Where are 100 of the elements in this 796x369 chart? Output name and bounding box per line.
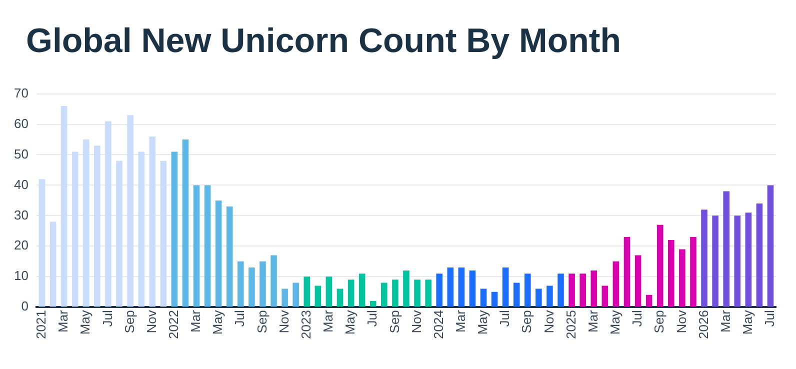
- bar: [94, 146, 100, 307]
- bar: [469, 270, 476, 307]
- x-tick-label: 2021: [34, 310, 49, 339]
- bar: [238, 261, 244, 307]
- bar: [425, 280, 432, 307]
- x-tick-label: May: [78, 310, 93, 335]
- bar: [392, 280, 398, 307]
- bar: [160, 160, 167, 307]
- x-tick-label: 2023: [298, 310, 314, 339]
- x-tick-label: Mar: [188, 309, 204, 332]
- x-tick-label: Sep: [122, 310, 137, 334]
- bar: [414, 280, 420, 307]
- bar: [348, 280, 354, 307]
- bar: [458, 267, 465, 307]
- bar: [260, 261, 266, 307]
- bar: [513, 282, 520, 307]
- bar: [116, 160, 122, 307]
- bar: [712, 216, 718, 307]
- bar: [767, 185, 774, 307]
- bar: [171, 152, 178, 307]
- x-tick-label: Nov: [674, 310, 689, 334]
- bar: [690, 237, 696, 307]
- bar: [292, 282, 299, 307]
- x-tick-label: Mar: [56, 309, 71, 332]
- x-tick-label: 2026: [696, 310, 711, 339]
- bar: [679, 249, 686, 307]
- y-tick-label: 10: [14, 268, 28, 284]
- bar: [624, 237, 630, 307]
- bar: [215, 200, 222, 307]
- x-tick-label: Nov: [144, 310, 159, 334]
- bar: [602, 286, 608, 307]
- bar: [590, 270, 598, 307]
- x-tick-label: May: [342, 310, 358, 335]
- x-tick-label: Sep: [386, 310, 402, 334]
- y-tick-label: 50: [14, 146, 28, 162]
- bar: [734, 216, 741, 307]
- x-tick-label: Nov: [408, 310, 424, 334]
- bar: [491, 292, 498, 307]
- bar: [105, 121, 112, 307]
- x-tick-label: May: [210, 310, 226, 335]
- x-tick-label: Jul: [100, 310, 115, 327]
- x-tick-label: Mar: [453, 309, 468, 332]
- x-tick-label: Jul: [232, 310, 248, 327]
- bar: [745, 212, 752, 307]
- bar: [524, 274, 531, 307]
- bar: [50, 222, 56, 307]
- bar: [127, 115, 134, 307]
- bar: [60, 106, 68, 307]
- x-tick-label: 2022: [166, 310, 182, 339]
- y-tick-label: 40: [14, 176, 28, 192]
- bar: [282, 288, 288, 307]
- bar: [403, 270, 410, 307]
- x-tick-label: Jul: [497, 310, 512, 327]
- bar: [502, 267, 509, 307]
- x-tick-label: 2024: [430, 310, 446, 339]
- bar: [336, 288, 344, 307]
- bar: [646, 294, 652, 307]
- bar: [546, 286, 553, 307]
- bar: [436, 274, 442, 307]
- bar: [270, 255, 277, 307]
- bar: [612, 261, 620, 307]
- bar: [204, 185, 211, 307]
- bar: [326, 276, 332, 307]
- x-tick-label: Jul: [630, 310, 645, 327]
- x-tick-label: 2025: [563, 310, 578, 339]
- y-tick-label: 0: [21, 298, 28, 314]
- chart-title: Global New Unicorn Count By Month: [26, 22, 622, 62]
- bar: [580, 274, 586, 307]
- x-tick-label: Mar: [718, 309, 733, 332]
- bar: [558, 274, 564, 307]
- bar: [248, 267, 255, 307]
- bar: [536, 288, 542, 307]
- x-tick-label: Nov: [276, 310, 292, 334]
- x-tick-label: Jul: [762, 310, 778, 327]
- y-tick-label: 70: [14, 85, 28, 100]
- x-tick-label: May: [475, 310, 490, 335]
- bar: [314, 286, 322, 307]
- bar: [38, 179, 46, 307]
- x-tick-label: Jul: [364, 310, 380, 327]
- bar: [193, 185, 200, 307]
- x-tick-label: Mar: [585, 309, 600, 332]
- bar: [138, 152, 144, 307]
- bar: [723, 191, 730, 307]
- x-tick-label: Nov: [541, 310, 556, 334]
- y-tick-label: 60: [14, 116, 28, 131]
- y-tick-label: 20: [14, 238, 28, 253]
- x-tick-label: Mar: [320, 309, 336, 332]
- bar: [381, 282, 388, 307]
- bar: [634, 255, 642, 307]
- bar: [82, 140, 90, 307]
- x-tick-label: May: [608, 310, 623, 335]
- bar: [656, 224, 664, 307]
- bar: [668, 240, 674, 307]
- y-tick-label: 30: [14, 207, 28, 222]
- bar: [358, 274, 366, 307]
- bar: [568, 274, 575, 307]
- x-tick-label: Sep: [254, 310, 270, 334]
- bar: [304, 276, 310, 307]
- bar: [226, 206, 233, 307]
- bar: [447, 267, 454, 307]
